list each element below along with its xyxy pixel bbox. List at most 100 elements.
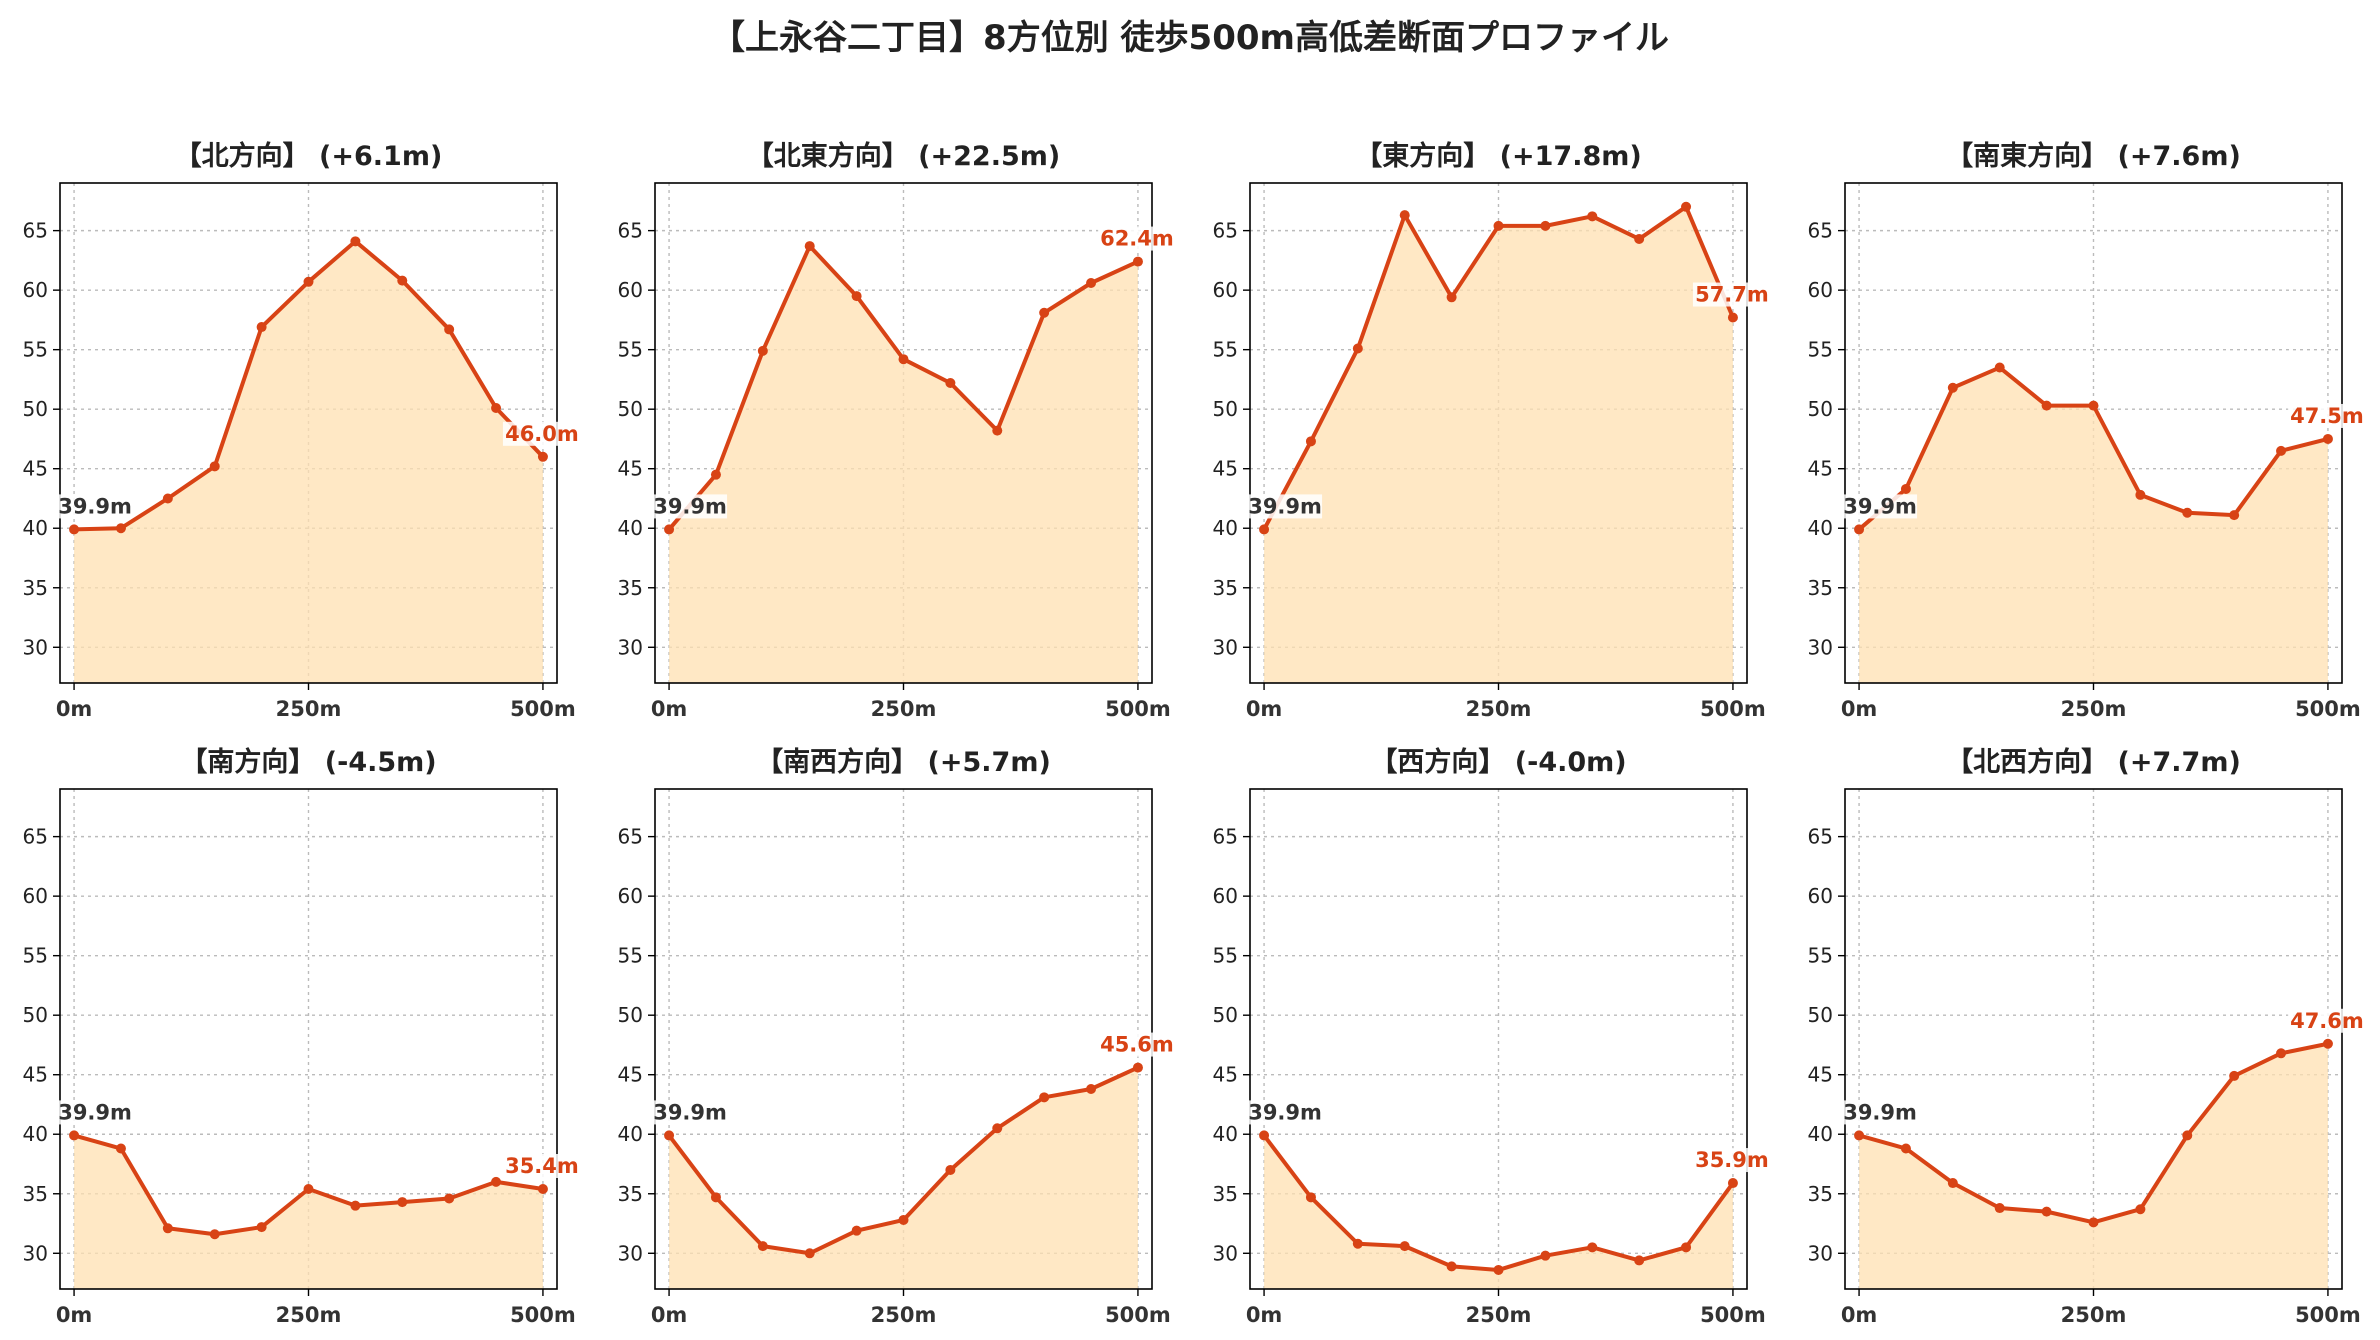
data-point (1947, 1178, 1958, 1189)
end-elevation-label: 47.5m (2290, 404, 2364, 428)
y-tick-label: 40 (1808, 1122, 1833, 1146)
start-elevation-label: 39.9m (1843, 1100, 1917, 1124)
data-point (1132, 1062, 1143, 1073)
panel-title: 【北西方向】 (+7.7m) (1946, 746, 2241, 778)
data-point (2229, 1070, 2240, 1081)
end-elevation-label: 57.7m (1695, 283, 1769, 307)
start-label-bg (1843, 1100, 1918, 1125)
end-label-bg (2287, 1008, 2366, 1033)
data-point (2276, 1048, 2287, 1059)
y-tick-label: 45 (1808, 457, 1833, 481)
data-point (710, 469, 721, 480)
data-point (898, 1214, 909, 1225)
data-point (69, 524, 80, 535)
data-point (664, 524, 675, 535)
data-point (1446, 292, 1457, 303)
y-tick-label: 65 (1808, 825, 1833, 849)
x-tick-label: 0m (56, 697, 93, 721)
y-tick-label: 65 (1808, 219, 1833, 243)
start-label-bg (653, 494, 728, 519)
data-point (945, 1164, 956, 1175)
x-tick-label: 500m (510, 1303, 576, 1327)
end-label-bg (1097, 1032, 1176, 1057)
y-tick-label: 55 (618, 338, 643, 362)
data-point (1900, 483, 1911, 494)
data-point (491, 403, 502, 413)
end-label-bg (502, 1154, 581, 1178)
y-tick-label: 35 (1213, 576, 1238, 600)
data-point (1540, 1250, 1551, 1261)
data-point (1900, 1143, 1911, 1154)
x-tick-label: 250m (871, 1303, 937, 1327)
data-point (537, 451, 548, 462)
y-tick-label: 40 (1213, 1122, 1238, 1146)
chart-panel: 【東方向】 (+17.8m) 30 35 40 45 50 55 60 65 0m 250m 500m… (1213, 140, 1771, 721)
y-tick-label: 65 (23, 825, 48, 849)
y-tick-label: 45 (23, 1063, 48, 1087)
start-label-bg (58, 494, 133, 519)
start-elevation-label: 39.9m (653, 494, 727, 518)
data-point (303, 1184, 314, 1194)
end-label-bg (2287, 403, 2366, 428)
data-point (303, 276, 314, 287)
data-point (1305, 1192, 1316, 1203)
elevation-area (1859, 367, 2328, 683)
end-elevation-label: 62.4m (1100, 227, 1174, 251)
y-tick-label: 60 (1213, 884, 1238, 908)
data-point (1493, 1264, 1504, 1275)
start-elevation-label: 39.9m (58, 1100, 132, 1124)
y-tick-label: 45 (618, 457, 643, 481)
start-label-bg (58, 1100, 133, 1125)
x-tick-label: 500m (2295, 1303, 2361, 1327)
data-point (1446, 1261, 1457, 1272)
data-point (2135, 1204, 2146, 1215)
data-point (1086, 278, 1097, 288)
y-tick-label: 60 (618, 884, 643, 908)
x-tick-label: 250m (871, 697, 937, 721)
y-tick-label: 35 (23, 1182, 48, 1206)
end-label-bg (1692, 282, 1771, 307)
data-point (851, 1225, 862, 1236)
data-point (444, 1193, 455, 1204)
x-tick-label: 0m (651, 1303, 688, 1327)
y-tick-label: 45 (618, 1063, 643, 1087)
y-tick-label: 50 (1808, 397, 1833, 421)
x-tick-label: 0m (1246, 1303, 1283, 1327)
x-tick-label: 0m (1841, 697, 1878, 721)
data-point (1540, 220, 1551, 231)
y-tick-label: 50 (23, 1003, 48, 1027)
y-tick-label: 30 (1808, 1241, 1833, 1265)
data-point (1947, 382, 1958, 393)
data-point (1994, 362, 2005, 373)
y-tick-label: 55 (1808, 338, 1833, 362)
y-tick-label: 60 (1808, 884, 1833, 908)
data-point (2182, 507, 2193, 518)
data-point (209, 461, 220, 472)
y-tick-label: 65 (1213, 219, 1238, 243)
end-label-bg (1692, 1148, 1771, 1173)
data-point (2229, 510, 2240, 521)
chart-panel: 【北西方向】 (+7.7m) 30 35 40 45 50 55 60 65 0m 250m 500m… (1808, 746, 2366, 1327)
y-tick-label: 45 (1808, 1063, 1833, 1087)
data-point (162, 1223, 173, 1234)
data-point (1493, 220, 1504, 231)
y-tick-label: 40 (1213, 516, 1238, 540)
data-point (1587, 1242, 1598, 1253)
x-tick-label: 0m (1246, 697, 1283, 721)
y-tick-label: 40 (1808, 516, 1833, 540)
x-tick-label: 250m (1466, 697, 1532, 721)
x-tick-label: 500m (1700, 697, 1766, 721)
chart-panel: 【北東方向】 (+22.5m) 30 35 40 45 50 55 60 65 0m 250m 500… (618, 140, 1176, 721)
y-tick-label: 65 (23, 219, 48, 243)
data-point (804, 1248, 815, 1259)
y-tick-label: 40 (23, 516, 48, 540)
y-tick-label: 55 (1808, 944, 1833, 968)
y-tick-label: 55 (23, 944, 48, 968)
start-elevation-label: 39.9m (1248, 1100, 1322, 1124)
data-point (491, 1176, 502, 1187)
start-label-bg (1843, 494, 1918, 519)
data-point (1854, 524, 1865, 535)
data-point (992, 425, 1003, 436)
chart-panel: 【南東方向】 (+7.6m) 30 35 40 45 50 55 60 65 0m 250m 500m… (1808, 140, 2366, 721)
